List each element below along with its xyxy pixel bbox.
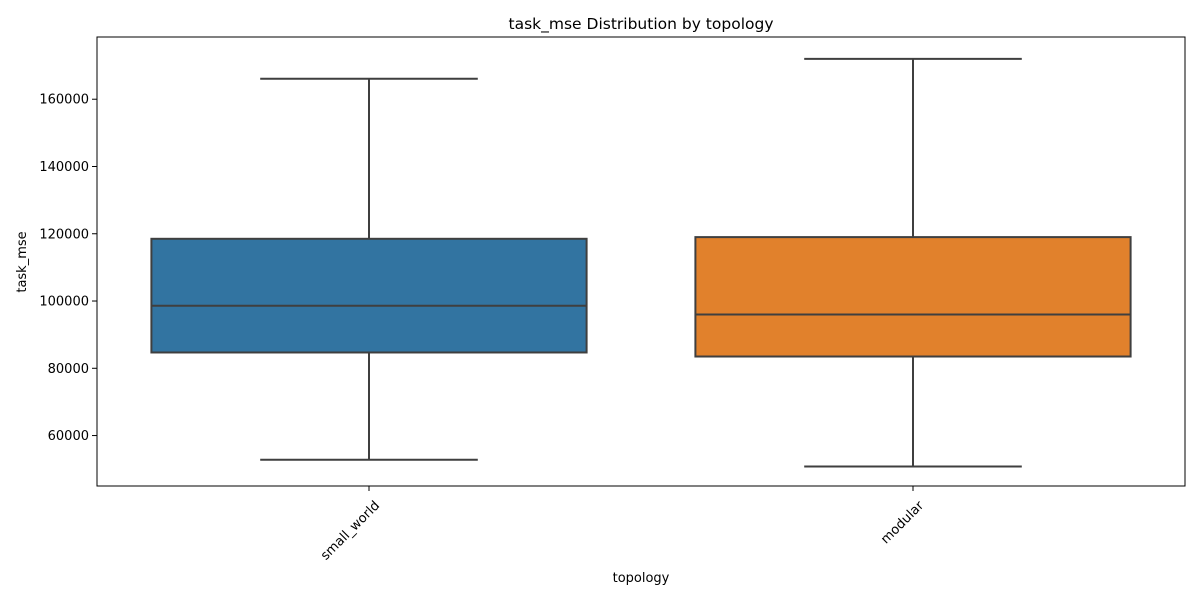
y-tick-label: 160000 <box>39 93 89 108</box>
y-axis-label: task_mse <box>15 231 30 292</box>
x-axis-label: topology <box>613 571 670 586</box>
plot-area: 60000 80000 100000 120000 140000 160000 small_… <box>39 36 1186 563</box>
x-tick-label: small_world <box>318 498 383 563</box>
box-modular <box>694 236 1132 358</box>
y-tick-label: 60000 <box>48 429 89 444</box>
y-tick-label: 100000 <box>39 295 89 310</box>
y-tick-label: 120000 <box>39 227 89 242</box>
x-tick-label: modular <box>878 498 927 547</box>
chart-title: task_mse Distribution by topology <box>509 15 774 34</box>
axes-frame <box>96 36 1186 487</box>
y-tick-label: 140000 <box>39 160 89 175</box>
y-tick-label: 80000 <box>48 362 89 377</box>
box-small_world <box>150 237 588 354</box>
